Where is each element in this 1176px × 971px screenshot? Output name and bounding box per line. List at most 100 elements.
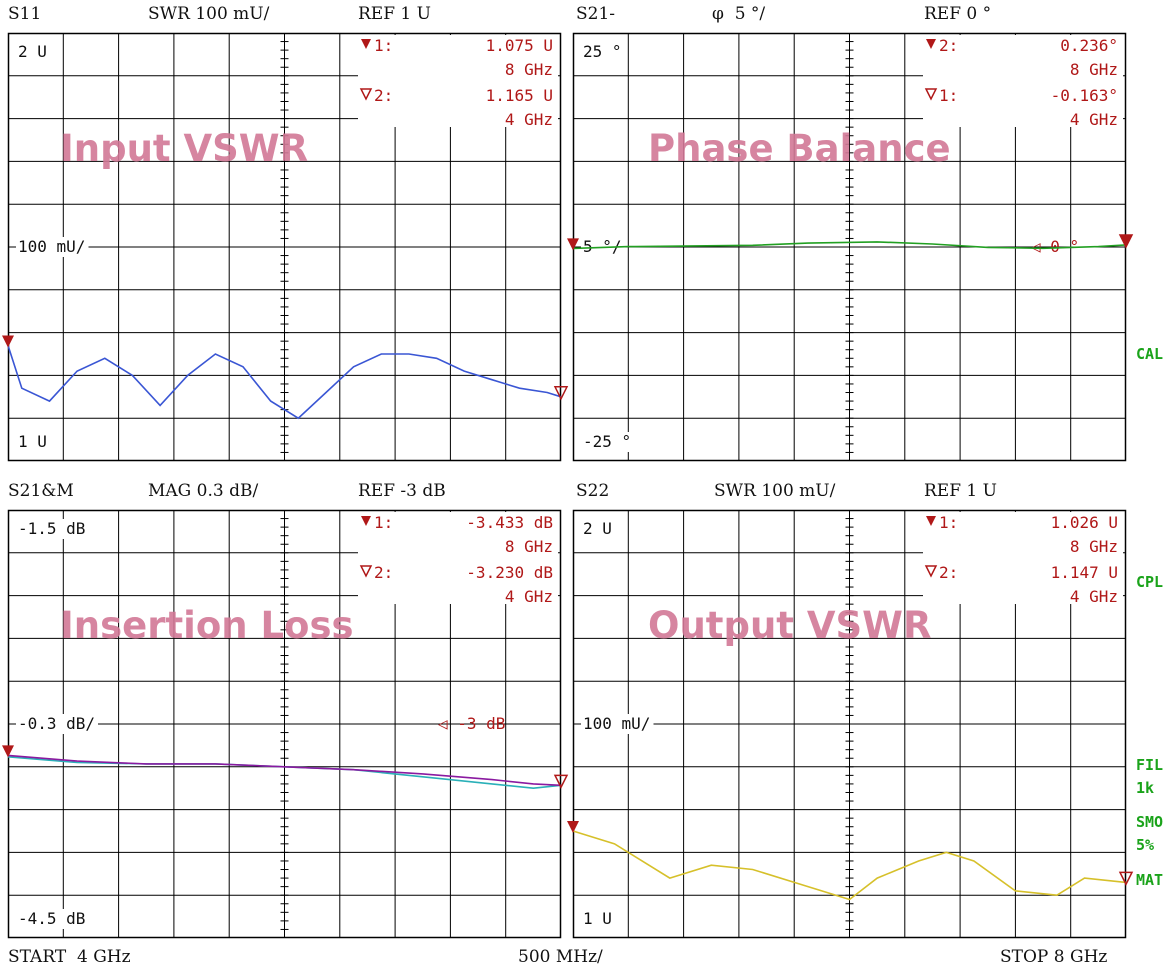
scale-division-label-backing — [581, 714, 654, 734]
marker-frequency: 4 GHz — [505, 587, 553, 606]
marker-frequency: 4 GHz — [505, 110, 553, 129]
scale-bottom-label: -25 ° — [583, 432, 631, 451]
mag-header-param: S21&M — [8, 481, 74, 501]
marker-value: 0.236° — [1060, 36, 1118, 55]
footer-span: 500 MHz/ — [518, 947, 603, 967]
marker-frequency: 8 GHz — [1070, 60, 1118, 79]
overlay-title: Input VSWR — [60, 127, 308, 170]
marker-value: -0.163° — [1051, 86, 1118, 105]
marker-value: -3.230 dB — [466, 563, 553, 582]
scale-top-label: 2 U — [18, 42, 47, 61]
overlay-title: Phase Balance — [648, 127, 951, 170]
marker-filled-triangle-icon — [926, 39, 936, 49]
trace-line-series-1 — [572, 241, 1127, 250]
trace-line-series-2 — [7, 754, 562, 787]
marker-filled-triangle-icon — [926, 516, 936, 526]
chart-insertion-loss: 1: -3.433 dB 8 GHz 2: -3.230 dB 4 GHz -1.5 dB -… — [2, 509, 569, 939]
side-label-fil[interactable]: FIL — [1136, 756, 1164, 774]
marker-value: 1.147 U — [1051, 563, 1118, 582]
side-label-cpl[interactable]: CPL — [1136, 573, 1164, 591]
reference-level-note: ◁ -3 dB — [438, 714, 505, 733]
trace-marker-start-icon — [2, 335, 14, 348]
phase-header-ref: REF 0 ° — [924, 4, 992, 24]
scale-top-label: -1.5 dB — [18, 519, 85, 538]
marker-frequency: 8 GHz — [505, 60, 553, 79]
marker-label: 2: — [374, 86, 393, 105]
scale-division-label: 100 mU/ — [18, 237, 85, 256]
marker-open-triangle-icon — [359, 565, 373, 578]
scale-division-label-backing — [16, 714, 98, 734]
trace-marker-start-icon — [567, 821, 579, 833]
marker-filled-triangle-icon — [361, 39, 371, 49]
s11-header-ref: REF 1 U — [358, 4, 431, 24]
marker-label: 2: — [374, 563, 393, 582]
trace-marker-start-icon — [567, 238, 579, 251]
side-label-smo[interactable]: SMO — [1136, 813, 1164, 831]
marker-readout-box — [923, 35, 1123, 127]
trace-marker-start-icon — [2, 745, 14, 758]
scale-division-label: 5 °/ — [583, 237, 622, 256]
panel-phase-balance: 2: 0.236° 8 GHz 1: -0.163° 4 GHz 25 ° 5 °/ -25 °… — [567, 32, 1134, 462]
trace-line-series-1 — [7, 345, 562, 420]
scale-bottom-label-backing — [581, 909, 616, 929]
marker-label: 1: — [374, 513, 393, 532]
scale-bottom-label: -4.5 dB — [18, 909, 85, 928]
marker-frequency: 4 GHz — [1070, 587, 1118, 606]
s11-header-format: SWR 100 mU/ — [148, 4, 270, 24]
trace-marker-end-icon — [553, 774, 569, 790]
side-label-mat[interactable]: MAT — [1136, 871, 1164, 889]
side-label-cal[interactable]: CAL — [1136, 345, 1164, 363]
scale-bottom-label-backing — [16, 432, 51, 452]
marker-filled-triangle-icon — [361, 516, 371, 526]
side-label-5pct: 5% — [1136, 836, 1155, 854]
marker-frequency: 4 GHz — [1070, 110, 1118, 129]
marker-open-triangle-icon — [924, 565, 938, 578]
s22-header-ref: REF 1 U — [924, 481, 997, 501]
panel-input-vswr: 1: 1.075 U 8 GHz 2: 1.165 U 4 GHz 2 U 100 mU/1 … — [2, 32, 569, 462]
marker-open-triangle-icon — [359, 88, 373, 101]
scale-division-label: -0.3 dB/ — [18, 714, 95, 733]
marker-frequency: 8 GHz — [505, 537, 553, 556]
scale-top-label-backing — [581, 42, 625, 62]
marker-open-triangle-icon — [924, 88, 938, 101]
marker-label: 2: — [939, 563, 958, 582]
marker-value: 1.165 U — [486, 86, 553, 105]
trace-marker-end-icon — [553, 386, 569, 401]
marker-label: 2: — [939, 36, 958, 55]
marker-value: -3.433 dB — [466, 513, 553, 532]
marker-label: 1: — [939, 513, 958, 532]
scale-top-label-backing — [16, 519, 89, 539]
marker-label: 1: — [939, 86, 958, 105]
scale-top-label: 25 ° — [583, 42, 622, 61]
scale-top-label-backing — [581, 519, 616, 539]
marker-readout-box — [923, 512, 1123, 604]
scale-bottom-label: 1 U — [18, 432, 47, 451]
phase-header-param: S21- — [576, 4, 616, 24]
footer-stop: STOP 8 GHz — [1000, 947, 1108, 967]
scale-top-label-backing — [16, 42, 51, 62]
scale-top-label: 2 U — [583, 519, 612, 538]
s22-header-format: SWR 100 mU/ — [714, 481, 836, 501]
overlay-title: Insertion Loss — [60, 604, 354, 647]
chart-output-vswr: 1: 1.026 U 8 GHz 2: 1.147 U 4 GHz 2 U 100 mU/1 … — [567, 509, 1134, 939]
s22-header-param: S22 — [576, 481, 610, 501]
chart-phase-balance: 2: 0.236° 8 GHz 1: -0.163° 4 GHz 25 ° 5 °/ -25 °… — [567, 32, 1134, 462]
scale-bottom-label-backing — [581, 432, 635, 452]
trace-marker-end-icon — [1118, 234, 1134, 249]
s11-header-param: S11 — [8, 4, 42, 24]
side-label-1k: 1k — [1136, 779, 1155, 797]
mag-header-ref: REF -3 dB — [358, 481, 446, 501]
overlay-title: Output VSWR — [648, 604, 931, 647]
reference-level-note: ◁ 0 ° — [1031, 237, 1079, 256]
marker-value: 1.026 U — [1051, 513, 1118, 532]
trace-marker-end-icon — [1118, 871, 1134, 887]
scale-division-label: 100 mU/ — [583, 714, 650, 733]
marker-readout-box — [358, 512, 558, 604]
marker-label: 1: — [374, 36, 393, 55]
footer-start: START 4 GHz — [8, 947, 131, 967]
scale-bottom-label: 1 U — [583, 909, 612, 928]
marker-frequency: 8 GHz — [1070, 537, 1118, 556]
panel-insertion-loss: 1: -3.433 dB 8 GHz 2: -3.230 dB 4 GHz -1.5 dB -… — [2, 509, 569, 939]
chart-input-vswr: 1: 1.075 U 8 GHz 2: 1.165 U 4 GHz 2 U 100 mU/1 … — [2, 32, 569, 462]
trace-line-series-1 — [572, 830, 1127, 901]
